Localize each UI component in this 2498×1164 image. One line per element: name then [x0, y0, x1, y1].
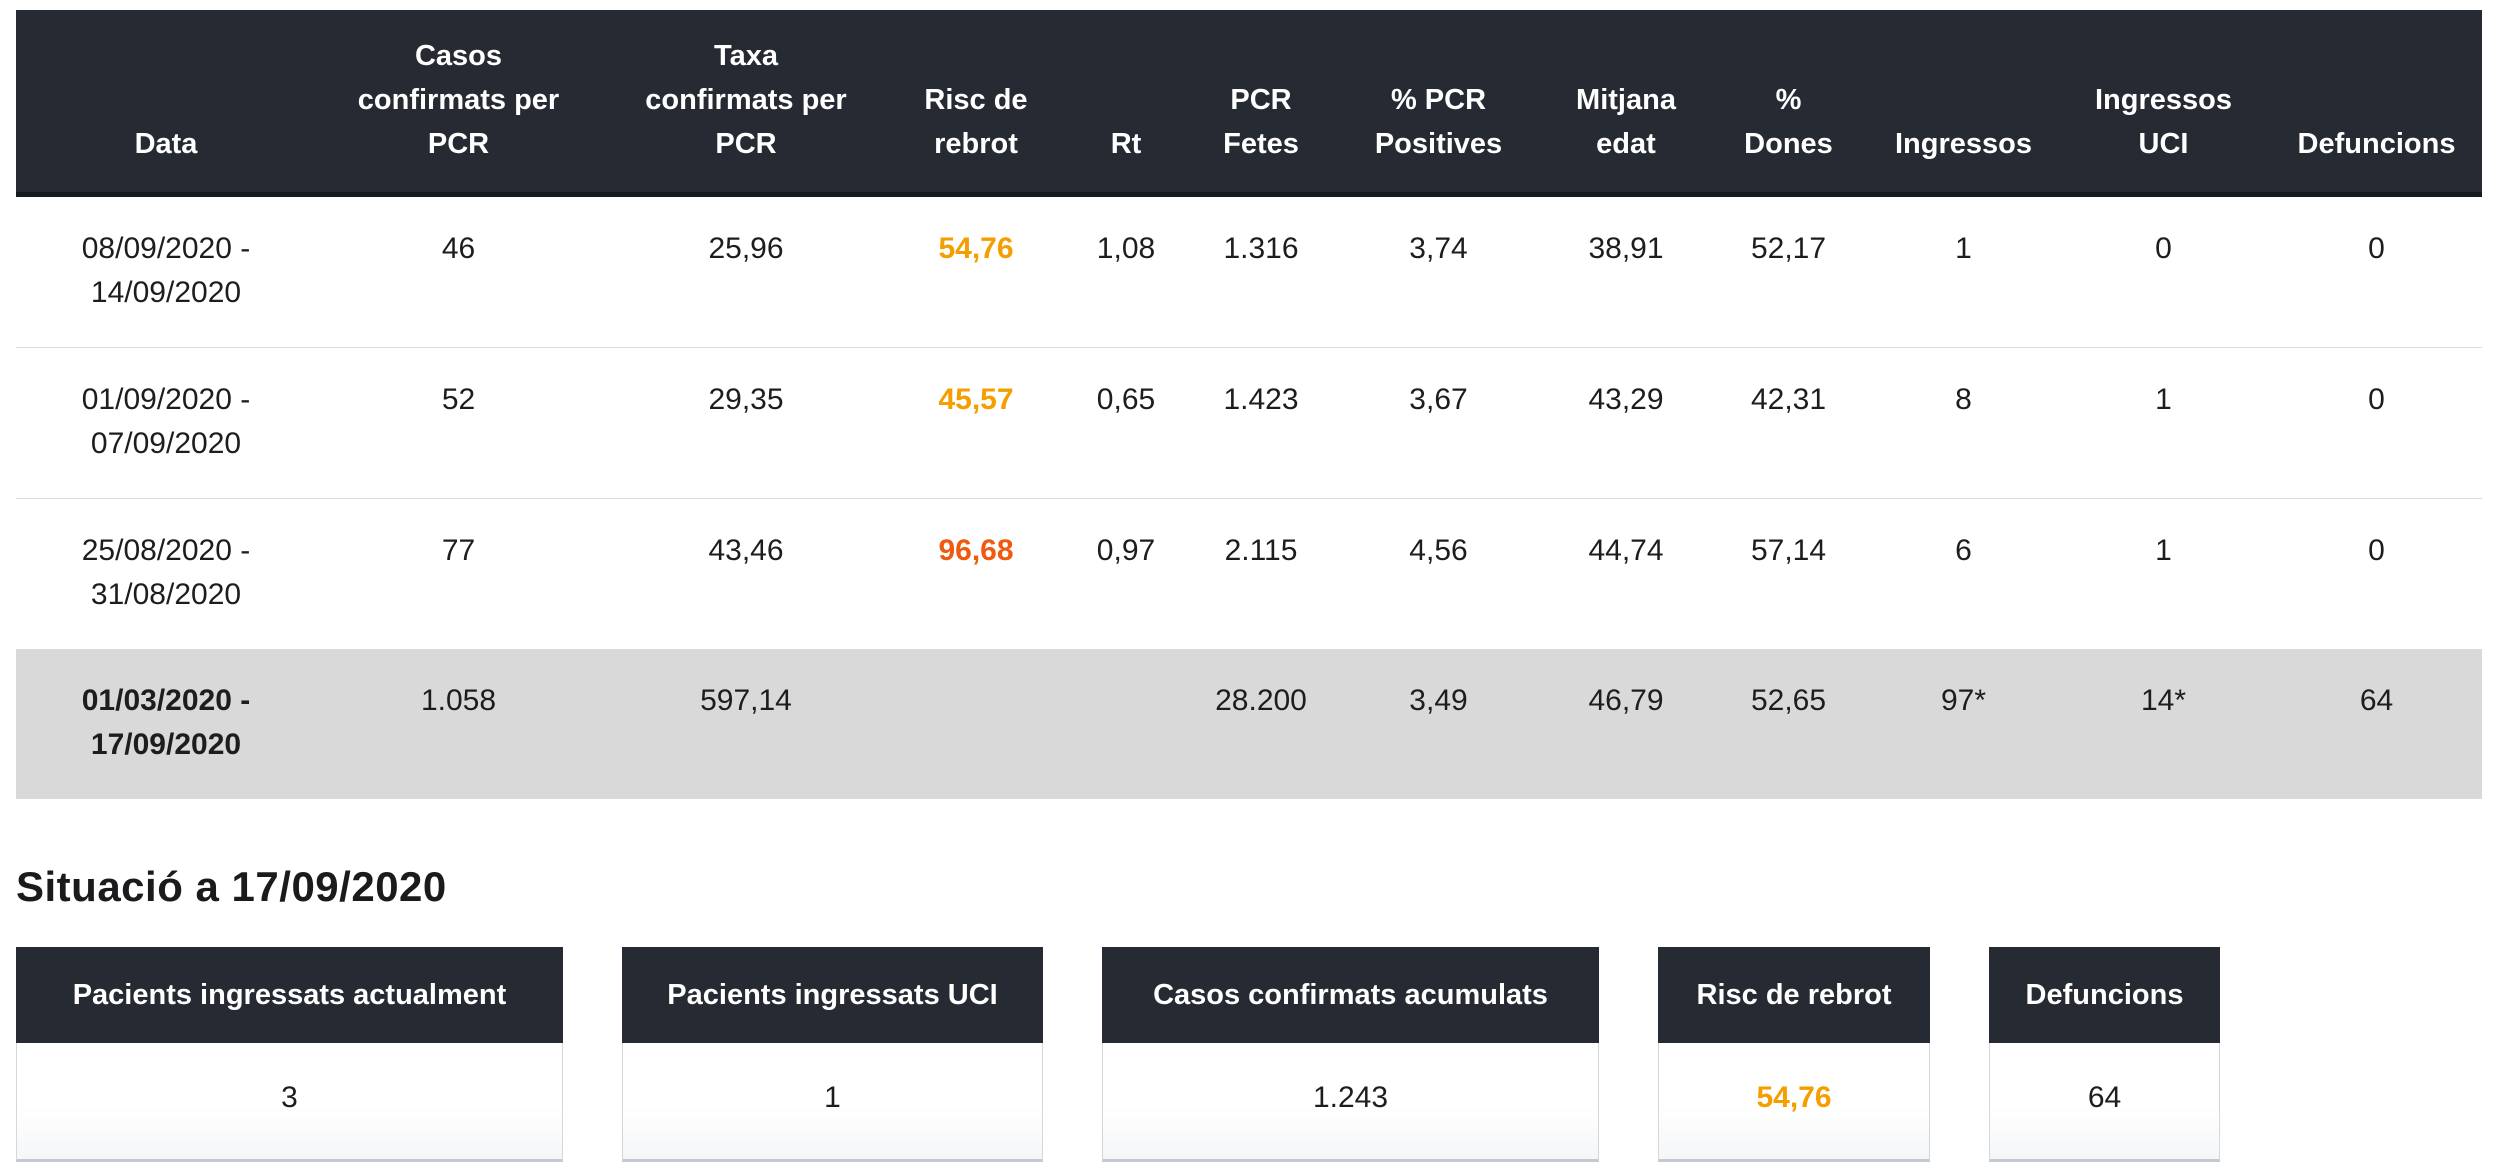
cell-defuncions: 0 — [2271, 347, 2482, 499]
cell-ingressos-uci: 1 — [2056, 347, 2271, 499]
cell-mitjana-edat: 43,29 — [1546, 347, 1706, 499]
col-header-defuncions: Defuncions — [2271, 10, 2482, 197]
col-header-mitjana-edat: Mitjana edat — [1546, 10, 1706, 197]
table-row-week-2: 01/09/2020 - 07/09/2020 52 29,35 45,57 0… — [16, 347, 2482, 499]
cell-casos-confirmats-pcr: 1.058 — [316, 649, 601, 799]
cell-pct-dones: 52,17 — [1706, 194, 1871, 348]
card-casos-confirmats-acumulats: Casos confirmats acumulats 1.243 — [1102, 947, 1599, 1162]
date-range-line1: 08/09/2020 - — [81, 232, 251, 265]
card-label: Casos confirmats acumulats — [1102, 947, 1599, 1043]
cell-taxa-confirmats-pcr: 597,14 — [601, 649, 891, 799]
cell-ingressos: 97* — [1871, 649, 2056, 799]
cell-rt — [1061, 649, 1191, 799]
cell-pcr-fetes: 28.200 — [1191, 649, 1331, 799]
cell-taxa-confirmats-pcr: 25,96 — [601, 194, 891, 348]
cell-defuncions: 64 — [2271, 649, 2482, 799]
header-row: Data Casos confirmats per PCR Taxa confi… — [16, 10, 2482, 197]
card-label: Pacients ingressats actualment — [16, 947, 563, 1043]
situation-cards: Pacients ingressats actualment 3 Pacient… — [16, 947, 2482, 1162]
cell-pct-pcr-positives: 3,74 — [1331, 194, 1546, 348]
card-value: 1 — [623, 1043, 1042, 1159]
col-header-rt: Rt — [1061, 10, 1191, 197]
table-row-week-1: 08/09/2020 - 14/09/2020 46 25,96 54,76 1… — [16, 194, 2482, 348]
cell-data: 01/09/2020 - 07/09/2020 — [16, 347, 316, 499]
cell-casos-confirmats-pcr: 52 — [316, 347, 601, 499]
date-range-line2: 07/09/2020 — [90, 427, 242, 460]
cell-data: 01/03/2020 - 17/09/2020 — [16, 649, 316, 799]
cell-rt: 0,97 — [1061, 498, 1191, 649]
cell-rt: 1,08 — [1061, 194, 1191, 348]
col-header-risc-de-rebrot: Risc de rebrot — [891, 10, 1061, 197]
card-risc-de-rebrot: Risc de rebrot 54,76 — [1658, 947, 1930, 1162]
cell-data: 08/09/2020 - 14/09/2020 — [16, 194, 316, 348]
cell-taxa-confirmats-pcr: 43,46 — [601, 498, 891, 649]
cell-defuncions: 0 — [2271, 194, 2482, 348]
cell-risc-de-rebrot — [891, 649, 1061, 799]
card-label: Pacients ingressats UCI — [622, 947, 1043, 1043]
cell-pct-pcr-positives: 4,56 — [1331, 498, 1546, 649]
cell-casos-confirmats-pcr: 77 — [316, 498, 601, 649]
cell-defuncions: 0 — [2271, 498, 2482, 649]
col-header-pct-dones: % Dones — [1706, 10, 1871, 197]
card-value: 64 — [1990, 1043, 2219, 1159]
situation-heading: Situació a 17/09/2020 — [16, 863, 447, 910]
date-range-line2: 31/08/2020 — [90, 578, 242, 611]
card-defuncions: Defuncions 64 — [1989, 947, 2220, 1162]
card-value: 1.243 — [1103, 1043, 1598, 1159]
cell-pct-dones: 42,31 — [1706, 347, 1871, 499]
cell-data: 25/08/2020 - 31/08/2020 — [16, 498, 316, 649]
cell-taxa-confirmats-pcr: 29,35 — [601, 347, 891, 499]
card-value: 3 — [17, 1043, 562, 1159]
cell-ingressos-uci: 14* — [2056, 649, 2271, 799]
col-header-taxa-confirmats-pcr: Taxa confirmats per PCR — [601, 10, 891, 197]
table-body: 08/09/2020 - 14/09/2020 46 25,96 54,76 1… — [16, 194, 2482, 799]
card-label: Risc de rebrot — [1658, 947, 1930, 1043]
card-label: Defuncions — [1989, 947, 2220, 1043]
date-range-line2: 14/09/2020 — [90, 276, 242, 309]
cell-mitjana-edat: 44,74 — [1546, 498, 1706, 649]
date-range-line1: 25/08/2020 - — [81, 534, 251, 567]
cell-risc-de-rebrot: 54,76 — [891, 194, 1061, 348]
table-row-total: 01/03/2020 - 17/09/2020 1.058 597,14 28.… — [16, 649, 2482, 799]
weekly-covid-table: Data Casos confirmats per PCR Taxa confi… — [16, 10, 2482, 799]
col-header-data: Data — [16, 10, 316, 197]
cell-pcr-fetes: 2.115 — [1191, 498, 1331, 649]
cell-mitjana-edat: 46,79 — [1546, 649, 1706, 799]
card-value: 54,76 — [1659, 1043, 1929, 1159]
col-header-ingressos: Ingressos — [1871, 10, 2056, 197]
cell-rt: 0,65 — [1061, 347, 1191, 499]
card-pacients-ingressats-actualment: Pacients ingressats actualment 3 — [16, 947, 563, 1162]
table-header: Data Casos confirmats per PCR Taxa confi… — [16, 10, 2482, 197]
date-range-line2: 17/09/2020 — [90, 728, 242, 761]
col-header-pcr-fetes: PCR Fetes — [1191, 10, 1331, 197]
cell-pct-dones: 57,14 — [1706, 498, 1871, 649]
card-pacients-ingressats-uci: Pacients ingressats UCI 1 — [622, 947, 1043, 1162]
cell-ingressos: 6 — [1871, 498, 2056, 649]
cell-pct-pcr-positives: 3,67 — [1331, 347, 1546, 499]
cell-ingressos-uci: 1 — [2056, 498, 2271, 649]
cell-risc-de-rebrot: 45,57 — [891, 347, 1061, 499]
date-range-line1: 01/03/2020 - — [81, 684, 251, 717]
table-row-week-3: 25/08/2020 - 31/08/2020 77 43,46 96,68 0… — [16, 498, 2482, 649]
col-header-casos-confirmats-pcr: Casos confirmats per PCR — [316, 10, 601, 197]
cell-mitjana-edat: 38,91 — [1546, 194, 1706, 348]
cell-ingressos-uci: 0 — [2056, 194, 2271, 348]
cell-ingressos: 8 — [1871, 347, 2056, 499]
cell-pct-dones: 52,65 — [1706, 649, 1871, 799]
cell-pcr-fetes: 1.423 — [1191, 347, 1331, 499]
cell-pct-pcr-positives: 3,49 — [1331, 649, 1546, 799]
date-range-line1: 01/09/2020 - — [81, 383, 251, 416]
col-header-pct-pcr-positives: % PCR Positives — [1331, 10, 1546, 197]
col-header-ingressos-uci: Ingressos UCI — [2056, 10, 2271, 197]
cell-pcr-fetes: 1.316 — [1191, 194, 1331, 348]
cell-casos-confirmats-pcr: 46 — [316, 194, 601, 348]
cell-risc-de-rebrot: 96,68 — [891, 498, 1061, 649]
cell-ingressos: 1 — [1871, 194, 2056, 348]
